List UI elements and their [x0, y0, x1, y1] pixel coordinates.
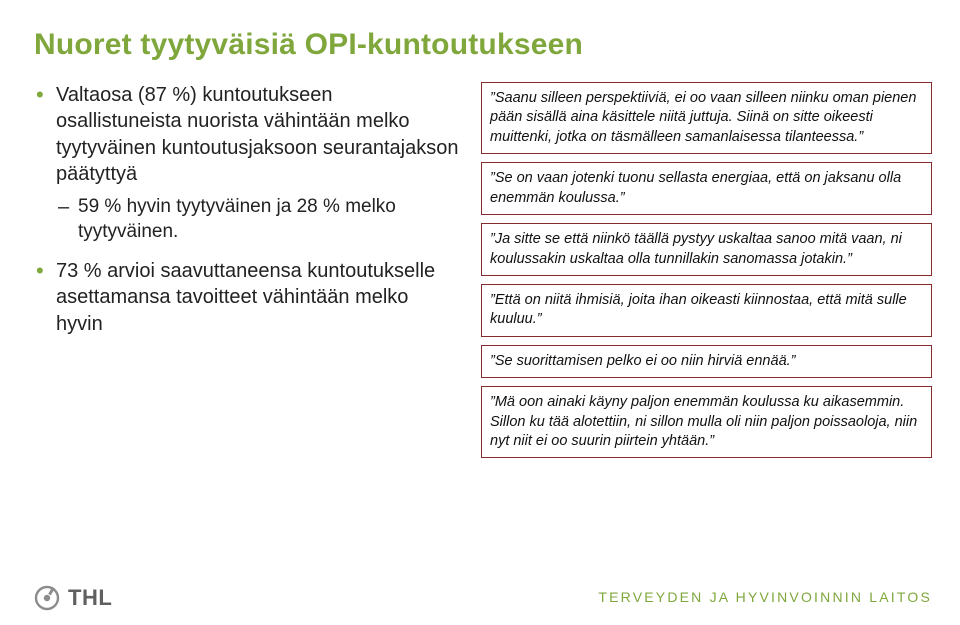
- logo-text: THL: [68, 585, 112, 611]
- quote-box: Mä oon ainaki käyny paljon enemmän koulu…: [481, 386, 932, 458]
- sub-bullet-item: 59 % hyvin tyytyväinen ja 28 % melko tyy…: [56, 194, 459, 244]
- bullet-item: 73 % arvioi saavuttaneensa kuntoutuksell…: [34, 258, 459, 337]
- sub-bullet-list: 59 % hyvin tyytyväinen ja 28 % melko tyy…: [56, 194, 459, 244]
- bullet-text: Valtaosa (87 %) kuntoutukseen osallistun…: [56, 84, 458, 185]
- footer-right-org: TERVEYDEN JA HYVINVOINNIN LAITOS: [598, 589, 932, 605]
- bullet-text: 73 % arvioi saavuttaneensa kuntoutuksell…: [56, 260, 435, 335]
- thl-logo-icon: [34, 585, 60, 611]
- sub-bullet-text: 59 % hyvin tyytyväinen ja 28 % melko tyy…: [78, 196, 396, 242]
- quote-box: Se on vaan jotenki tuonu sellasta energi…: [481, 162, 932, 215]
- quote-text: Ja sitte se että niinkö täällä pystyy us…: [490, 231, 902, 266]
- quote-box: Ja sitte se että niinkö täällä pystyy us…: [481, 223, 932, 276]
- quote-text: Se on vaan jotenki tuonu sellasta energi…: [490, 170, 901, 205]
- quote-text: Saanu silleen perspektiiviä, ei oo vaan …: [490, 90, 916, 145]
- quote-box: Se suorittamisen pelko ei oo niin hirviä…: [481, 345, 932, 378]
- quote-text: Että on niitä ihmisiä, joita ihan oikeas…: [490, 292, 907, 327]
- quote-text: Mä oon ainaki käyny paljon enemmän koulu…: [490, 394, 917, 449]
- quote-box: Saanu silleen perspektiiviä, ei oo vaan …: [481, 82, 932, 154]
- slide: Nuoret tyytyväisiä OPI-kuntoutukseen Val…: [0, 0, 960, 625]
- content-columns: Valtaosa (87 %) kuntoutukseen osallistun…: [34, 82, 932, 458]
- right-column: Saanu silleen perspektiiviä, ei oo vaan …: [481, 82, 932, 458]
- quote-box: Että on niitä ihmisiä, joita ihan oikeas…: [481, 284, 932, 337]
- footer-left: THL: [34, 585, 112, 611]
- bullet-list: Valtaosa (87 %) kuntoutukseen osallistun…: [34, 82, 459, 337]
- left-column: Valtaosa (87 %) kuntoutukseen osallistun…: [34, 82, 459, 458]
- quote-text: Se suorittamisen pelko ei oo niin hirviä…: [490, 353, 791, 369]
- page-title: Nuoret tyytyväisiä OPI-kuntoutukseen: [34, 28, 932, 62]
- bullet-item: Valtaosa (87 %) kuntoutukseen osallistun…: [34, 82, 459, 244]
